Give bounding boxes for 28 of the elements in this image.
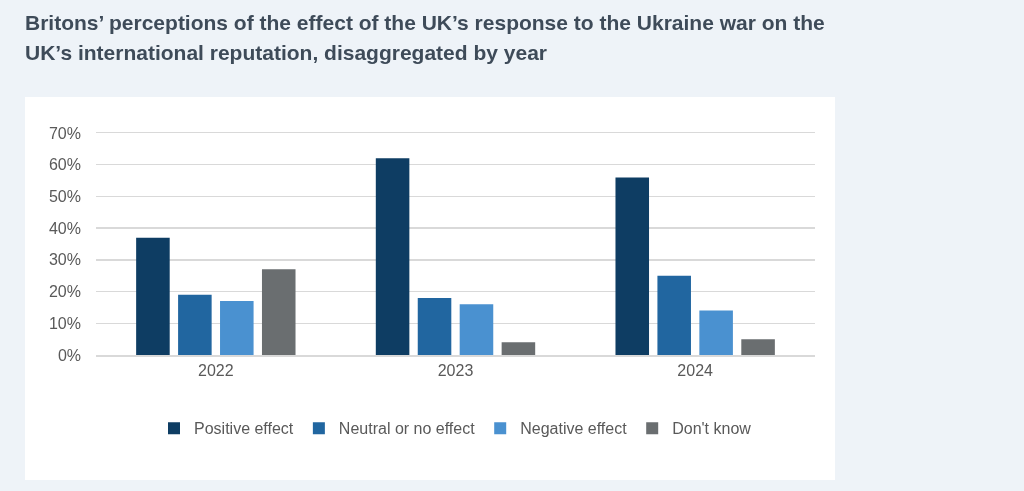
legend-label: Positive effect	[194, 420, 294, 438]
bar	[178, 294, 212, 355]
y-tick-label: 40%	[48, 219, 81, 237]
bar	[741, 339, 775, 355]
y-tick-label: 50%	[48, 188, 81, 206]
bar	[417, 297, 452, 355]
x-tick-label: 2022	[198, 361, 234, 379]
legend-label: Don't know	[672, 420, 752, 438]
bar	[220, 301, 254, 355]
bar	[136, 237, 170, 355]
bar	[657, 275, 691, 355]
bar	[459, 304, 494, 355]
chart-title: Britons’ perceptions of the effect of the UK’s response to the Ukraine war on the UK’s international reputation, disaggregated by year	[25, 10, 826, 66]
bar	[615, 177, 650, 355]
bar	[261, 269, 296, 355]
bar	[375, 158, 410, 355]
y-tick-label: 10%	[48, 314, 81, 332]
x-tick-label: 2023	[437, 361, 474, 379]
y-tick-label: 20%	[48, 283, 81, 301]
y-tick-label: 70%	[48, 124, 81, 142]
bar	[699, 310, 733, 355]
y-tick-label: 30%	[48, 251, 81, 269]
legend-label: Neutral or no effect	[338, 420, 476, 438]
legend-label: Negative effect	[520, 420, 628, 438]
bar	[501, 342, 536, 355]
y-tick-label: 60%	[48, 156, 81, 174]
x-tick-label: 2024	[677, 361, 714, 379]
y-tick-label: 0%	[57, 346, 81, 364]
